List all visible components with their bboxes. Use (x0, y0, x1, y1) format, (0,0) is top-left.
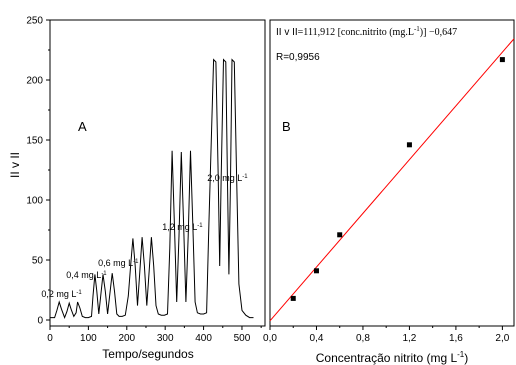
panel-a-y-tick-label-0: 0 (37, 316, 43, 327)
panel-b-point-2 (337, 232, 343, 238)
panel-a-y-axis-label: II v II (8, 152, 22, 178)
panel-a-frame (49, 19, 266, 327)
panel-a-x-axis-label: Tempo/segundos (102, 347, 193, 361)
panel-a-series-line (50, 58, 254, 320)
panel-a-annotation-4: 2,0 mg L-1 (207, 173, 248, 183)
panel-b-x-axis-label: Concentração nitrito (mg L-1) (316, 350, 469, 365)
panel-a-y-tick-label-2: 100 (26, 196, 43, 207)
panel-a-x-tick-label-2: 200 (118, 333, 135, 344)
panel-a-label: A (78, 119, 87, 134)
panel-b-x-axis-label-sup: -1 (457, 350, 465, 359)
panel-b-equation-end: )] −0,647 (420, 27, 457, 38)
panel-a-y-tick-label-1: 50 (32, 256, 44, 267)
panel-b-point-0 (290, 295, 296, 301)
panel-a-annotation-2: 0,6 mg L-1 (98, 258, 139, 268)
panel-b: 0,0 0,4 0,8 1,2 1,6 2,0 B II v II=111,912 [co… (263, 19, 515, 365)
panel-a-y-ticks: 0 50 100 150 200 250 (26, 16, 50, 327)
panel-a-x-tick-label-0: 0 (47, 333, 53, 344)
panel-a-x-tick-label-4: 400 (195, 333, 212, 344)
panel-a-y-tick-label-3: 150 (26, 136, 43, 147)
panel-a-x-ticks: 0 100 200 300 400 500 (47, 326, 262, 344)
panel-b-equation-main: =111,912 [conc.nitrito (mg.L (298, 27, 414, 38)
panel-b-r-value: R=0,9956 (276, 52, 320, 63)
panel-a-annotations: 0,2 mg L-1 0,4 mg L-1 0,6 mg L-1 1,2 mg L-1… (41, 173, 248, 299)
panel-b-frame (269, 19, 515, 327)
panel-b-x-tick-label-0: 0,0 (263, 333, 277, 344)
panel-b-point-3 (406, 142, 412, 148)
panel-a-annotation-0: 0,2 mg L-1 (41, 289, 82, 299)
panel-b-points (290, 57, 505, 301)
panel-b-x-ticks: 0,0 0,4 0,8 1,2 1,6 2,0 (263, 326, 510, 344)
panel-b-fit-line (269, 38, 515, 322)
panel-a-x-tick-label-3: 300 (157, 333, 174, 344)
panel-a-y-tick-label-5: 250 (26, 16, 43, 27)
panel-b-equation-prefix: II v II (276, 27, 298, 38)
panel-b-equation: II v II=111,912 [conc.nitrito (mg.L-1)] … (276, 25, 457, 38)
panel-b-x-tick-label-4: 1,6 (449, 333, 463, 344)
panel-b-point-1 (313, 268, 319, 274)
panel-a-annotation-3: 1,2 mg L-1 (162, 222, 203, 232)
panel-a-x-tick-label-1: 100 (80, 333, 97, 344)
panel-a-y-tick-label-4: 200 (26, 76, 43, 87)
panel-b-x-tick-label-5: 2,0 (495, 333, 509, 344)
panel-b-label: B (282, 119, 291, 134)
panel-b-point-4 (499, 57, 505, 63)
panel-b-x-tick-label-2: 0,8 (356, 333, 370, 344)
panel-a-annotation-1: 0,4 mg L-1 (66, 270, 107, 280)
panel-b-x-axis-label-end: ) (464, 351, 468, 365)
panel-b-equation-sup: -1 (414, 25, 420, 33)
panel-a: 0 100 200 300 400 500 0 50 100 150 200 250 0,2 mg … (8, 16, 266, 361)
panel-b-x-tick-label-3: 1,2 (402, 333, 416, 344)
panel-b-x-tick-label-1: 0,4 (310, 333, 324, 344)
panel-a-x-tick-label-5: 500 (234, 333, 251, 344)
panel-b-x-axis-label-main: Concentração nitrito (mg L (316, 351, 458, 365)
